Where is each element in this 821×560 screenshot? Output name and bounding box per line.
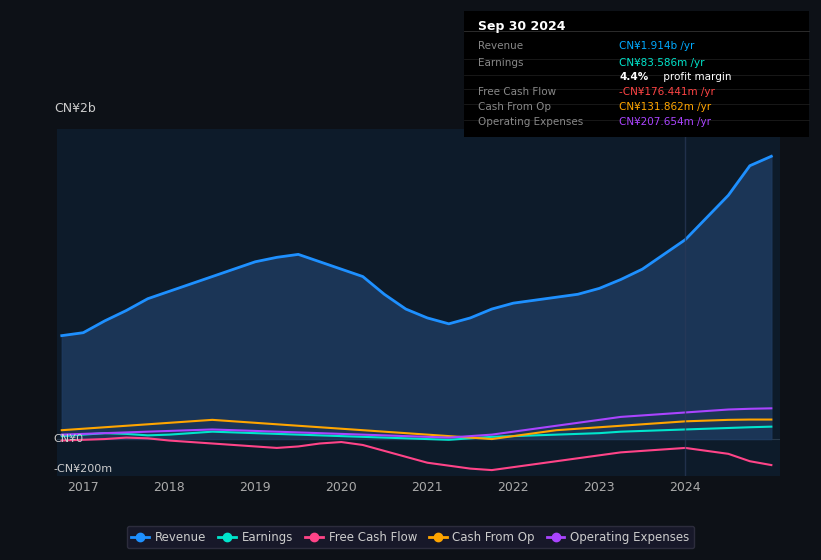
Text: CN¥0: CN¥0 [54,434,84,444]
Text: Sep 30 2024: Sep 30 2024 [478,20,565,33]
Text: CN¥83.586m /yr: CN¥83.586m /yr [619,58,704,68]
Legend: Revenue, Earnings, Free Cash Flow, Cash From Op, Operating Expenses: Revenue, Earnings, Free Cash Flow, Cash … [126,526,695,548]
Text: CN¥131.862m /yr: CN¥131.862m /yr [619,102,711,112]
Text: CN¥2b: CN¥2b [54,102,95,115]
Text: profit margin: profit margin [660,72,732,82]
Text: CN¥207.654m /yr: CN¥207.654m /yr [619,117,711,127]
Text: 4.4%: 4.4% [619,72,649,82]
Text: Operating Expenses: Operating Expenses [478,117,583,127]
Text: -CN¥176.441m /yr: -CN¥176.441m /yr [619,87,715,97]
Text: Revenue: Revenue [478,41,523,52]
Text: CN¥1.914b /yr: CN¥1.914b /yr [619,41,695,52]
Text: -CN¥200m: -CN¥200m [54,464,113,474]
Text: Free Cash Flow: Free Cash Flow [478,87,556,97]
Text: Earnings: Earnings [478,58,523,68]
Text: Cash From Op: Cash From Op [478,102,551,112]
